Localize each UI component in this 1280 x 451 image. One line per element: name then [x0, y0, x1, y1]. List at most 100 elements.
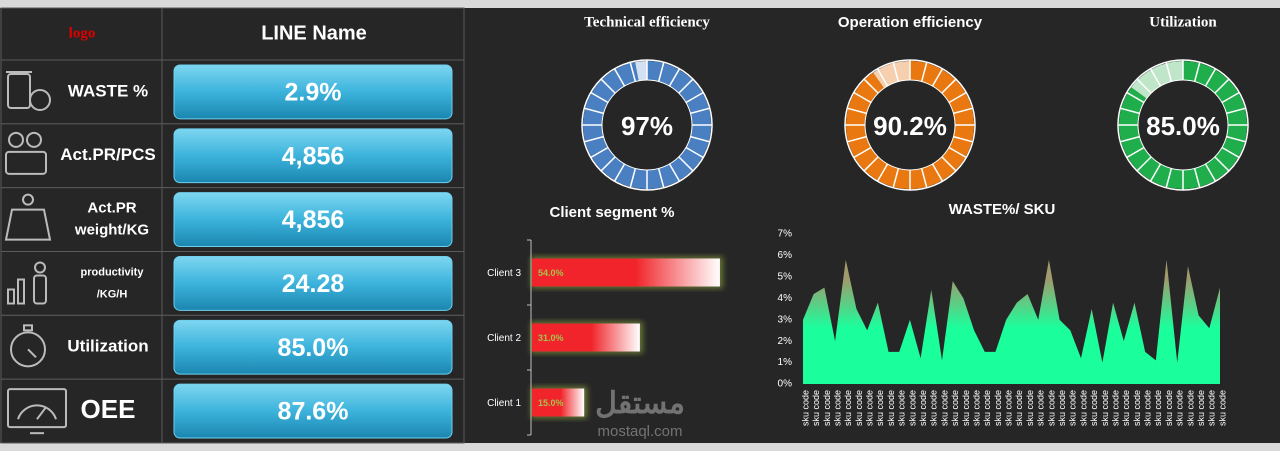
- kpi-value: 85.0%: [278, 334, 349, 362]
- kpi-button: [173, 128, 453, 184]
- cell: [161, 7, 465, 61]
- icon-part: [33, 274, 47, 305]
- segment-divider: [1225, 107, 1246, 115]
- segment-divider: [1165, 167, 1173, 188]
- x-tick-label: sku code: [1217, 390, 1227, 426]
- chart-title: Utilization: [1149, 14, 1217, 30]
- kpi-label: Act.PR: [87, 200, 136, 217]
- x-tick-label: sku code: [875, 390, 885, 426]
- x-tick-label: sku code: [1121, 390, 1131, 426]
- segment-divider: [1120, 107, 1141, 115]
- segment-divider: [892, 167, 900, 188]
- kpi-label: productivity: [81, 266, 145, 278]
- segment-divider: [684, 91, 704, 104]
- segment-divider: [931, 68, 944, 88]
- icon-part: [36, 406, 47, 420]
- kpi-value: 87.6%: [278, 398, 349, 426]
- donut-rim: [1117, 59, 1249, 191]
- x-tick-label: sku code: [886, 390, 896, 426]
- x-tick-label: sku code: [1046, 390, 1056, 426]
- icon-part: [29, 89, 51, 111]
- icon-part: [8, 131, 24, 148]
- segment-divider: [684, 146, 704, 159]
- icon-part: [17, 404, 57, 420]
- bar: [532, 388, 585, 417]
- x-tick-label: sku code: [822, 390, 832, 426]
- segment-divider: [677, 155, 694, 172]
- bar-value-label: 31.0%: [538, 333, 564, 343]
- donut-hole: [864, 79, 956, 171]
- x-tick-label: sku code: [1207, 390, 1217, 426]
- x-tick-label: sku code: [811, 390, 821, 426]
- x-tick-label: sku code: [865, 390, 875, 426]
- segment-divider: [940, 155, 957, 172]
- segment-divider: [1120, 135, 1141, 143]
- segment-divider: [1213, 78, 1230, 95]
- y-tick-label: 4%: [778, 293, 793, 304]
- segment-divider: [1126, 91, 1146, 104]
- segment-divider: [1193, 62, 1201, 83]
- x-tick-label: sku code: [907, 390, 917, 426]
- y-tick-label: 0%: [778, 379, 793, 390]
- x-tick-label: sku code: [1014, 390, 1024, 426]
- segment-divider: [613, 162, 626, 182]
- cell: [0, 7, 163, 61]
- x-tick-label: sku code: [982, 390, 992, 426]
- watermark-brand: مستقل: [595, 387, 685, 420]
- segment-divider: [1165, 62, 1173, 83]
- icon-part: [23, 324, 33, 332]
- x-tick-label: sku code: [1185, 390, 1195, 426]
- x-tick-label: sku code: [950, 390, 960, 426]
- x-tick-label: sku code: [1068, 390, 1078, 426]
- kpi-button: [173, 256, 453, 311]
- segment-divider: [863, 155, 880, 172]
- chart-title: Client segment %: [549, 204, 674, 221]
- x-tick-label: sku code: [1164, 390, 1174, 426]
- chart-title: Operation efficiency: [838, 14, 983, 31]
- segment-divider: [677, 78, 694, 95]
- bottom-strip: [0, 443, 1280, 451]
- icon-part: [7, 73, 31, 109]
- segment-divider: [1149, 162, 1162, 182]
- segment-divider: [1225, 135, 1246, 143]
- segment-divider: [952, 135, 973, 143]
- kpi-button: [173, 64, 453, 120]
- segment-divider: [584, 135, 605, 143]
- x-tick-label: sku code: [1132, 390, 1142, 426]
- segment-divider: [1136, 155, 1153, 172]
- kpi-button: [173, 192, 453, 248]
- icon: [6, 71, 51, 111]
- icon-part: [5, 150, 47, 175]
- x-tick-label: sku code: [939, 390, 949, 426]
- cell: [0, 251, 163, 316]
- x-tick-label: sku code: [1100, 390, 1110, 426]
- donut-label: 85.0%: [1146, 111, 1220, 141]
- kpi-value: 4,856: [282, 206, 345, 234]
- x-tick-label: sku code: [800, 390, 810, 426]
- x-tick-label: sku code: [993, 390, 1003, 426]
- donut-rim: [844, 59, 976, 191]
- donut-label: 97%: [621, 111, 673, 141]
- chart-title: Technical efficiency: [584, 14, 710, 30]
- icon-part: [7, 388, 67, 429]
- segment-divider: [668, 162, 681, 182]
- x-tick-label: sku code: [929, 390, 939, 426]
- segment-divider: [853, 91, 873, 104]
- segment-divider: [931, 162, 944, 182]
- kpi-button: [173, 319, 453, 375]
- x-tick-label: sku code: [1196, 390, 1206, 426]
- x-tick-label: sku code: [1089, 390, 1099, 426]
- segment-divider: [657, 62, 665, 83]
- kpi-label: Act.PR/PCS: [60, 145, 155, 164]
- kpi-value: 24.28: [282, 270, 345, 298]
- segment-divider: [1204, 68, 1217, 88]
- segment-divider: [1149, 68, 1162, 88]
- segment-divider: [1204, 162, 1217, 182]
- segment-divider: [613, 68, 626, 88]
- bar-value-label: 15.0%: [538, 398, 564, 408]
- donut-rim: [581, 59, 713, 191]
- icon: [7, 388, 67, 435]
- segment-divider: [689, 107, 710, 115]
- segment-divider: [1136, 78, 1153, 95]
